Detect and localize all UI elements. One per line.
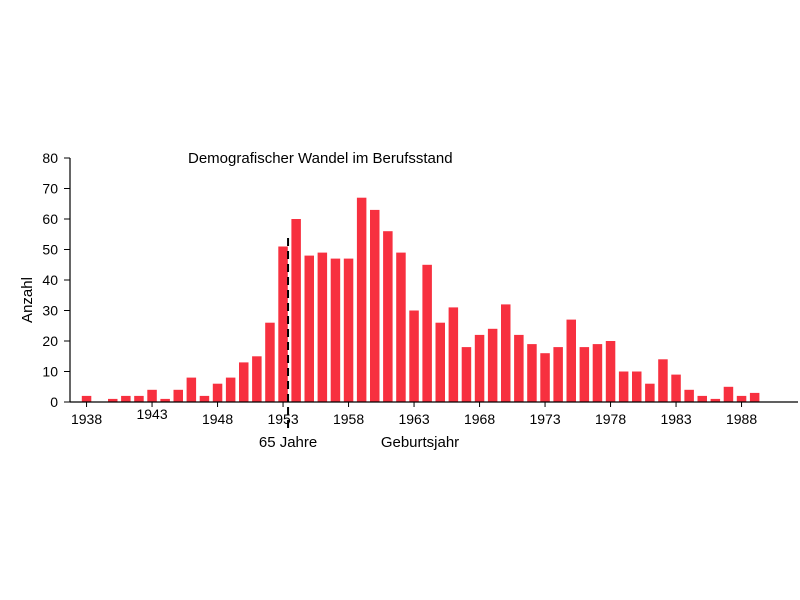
bar-1958 <box>343 258 354 402</box>
bar-1977 <box>592 344 603 402</box>
y-tick-label: 60 <box>42 211 58 227</box>
bar-1962 <box>396 252 406 402</box>
y-tick-label: 20 <box>42 333 58 349</box>
bar-1965 <box>435 322 445 402</box>
bar-1985 <box>697 395 707 402</box>
bar-1963 <box>409 310 419 402</box>
y-tick-label: 40 <box>42 272 58 288</box>
y-tick-label: 10 <box>42 364 58 380</box>
bar-1981 <box>645 383 655 402</box>
bar-1940 <box>108 398 118 402</box>
bar-1969 <box>487 328 498 402</box>
y-tick-labels: 0 10 20 30 40 50 60 70 80 <box>42 150 70 410</box>
x-tick-label: 1958 <box>333 411 364 427</box>
bar-1986 <box>710 398 721 402</box>
x-tick-label: 1948 <box>202 411 233 427</box>
y-tick-label: 80 <box>42 150 58 166</box>
bar-1946 <box>186 377 197 402</box>
bar-1988 <box>736 395 747 402</box>
bar-1942 <box>134 395 144 402</box>
bar-1943 <box>147 389 157 402</box>
x-axis-label: Geburtsjahr <box>381 434 459 451</box>
y-tick-label: 70 <box>42 181 58 197</box>
bar-1947 <box>199 395 210 402</box>
x-tick-label: 1968 <box>464 411 495 427</box>
x-tick-labels: 1938 1943 1948 1953 1958 1963 1968 1973 1978 1983… <box>71 402 757 427</box>
y-tick-label: 30 <box>42 303 58 319</box>
chart-title: Demografischer Wandel im Berufsstand <box>188 150 453 167</box>
bars <box>81 197 760 403</box>
bar-1948 <box>212 383 223 402</box>
x-tick-label: 1963 <box>398 411 429 427</box>
age-65-marker-label: 65 Jahre <box>259 434 317 451</box>
bar-1952 <box>265 322 275 402</box>
bar-1960 <box>370 209 380 402</box>
bar-1980 <box>632 371 642 402</box>
bar-1941 <box>121 395 131 402</box>
x-tick-label: 1943 <box>136 406 167 422</box>
bar-1967 <box>461 347 472 402</box>
x-tick-label: 1953 <box>267 411 298 427</box>
bar-1956 <box>317 252 328 402</box>
bar-1945 <box>173 389 183 402</box>
bar-1954 <box>291 219 301 402</box>
bar-1968 <box>474 334 485 402</box>
x-tick-label: 1938 <box>71 411 102 427</box>
bar-1961 <box>383 231 393 402</box>
bar-1984 <box>684 389 694 402</box>
bar-1972 <box>527 344 537 402</box>
x-tick-label: 1973 <box>529 411 560 427</box>
bar-1966 <box>448 307 459 402</box>
bar-1944 <box>160 398 170 402</box>
x-tick-label: 1988 <box>726 411 757 427</box>
bar-1989 <box>749 392 760 402</box>
x-tick-label: 1983 <box>660 411 691 427</box>
bar-1938 <box>81 395 92 402</box>
axes <box>69 158 798 403</box>
bar-1979 <box>618 371 629 402</box>
y-tick-label: 0 <box>50 394 58 410</box>
x-tick-label: 1978 <box>595 411 626 427</box>
bar-1970 <box>501 304 511 402</box>
bar-1983 <box>671 374 681 402</box>
bar-1976 <box>579 347 590 402</box>
bar-1964 <box>422 264 432 403</box>
bar-1978 <box>605 341 616 402</box>
bar-1959 <box>356 197 367 402</box>
bar-1974 <box>553 347 563 402</box>
bar-1949 <box>225 377 236 402</box>
bar-1955 <box>304 255 314 402</box>
y-tick-label: 50 <box>42 242 58 258</box>
bar-1971 <box>514 334 524 402</box>
bar-1950 <box>239 362 249 402</box>
bar-1957 <box>330 258 341 402</box>
bar-1951 <box>252 356 262 403</box>
bar-1973 <box>540 353 550 402</box>
bar-1953 <box>278 246 288 402</box>
bar-1982 <box>658 359 668 402</box>
y-axis-label: Anzahl <box>19 277 36 323</box>
bar-1975 <box>566 319 576 402</box>
bar-1987 <box>723 386 734 403</box>
